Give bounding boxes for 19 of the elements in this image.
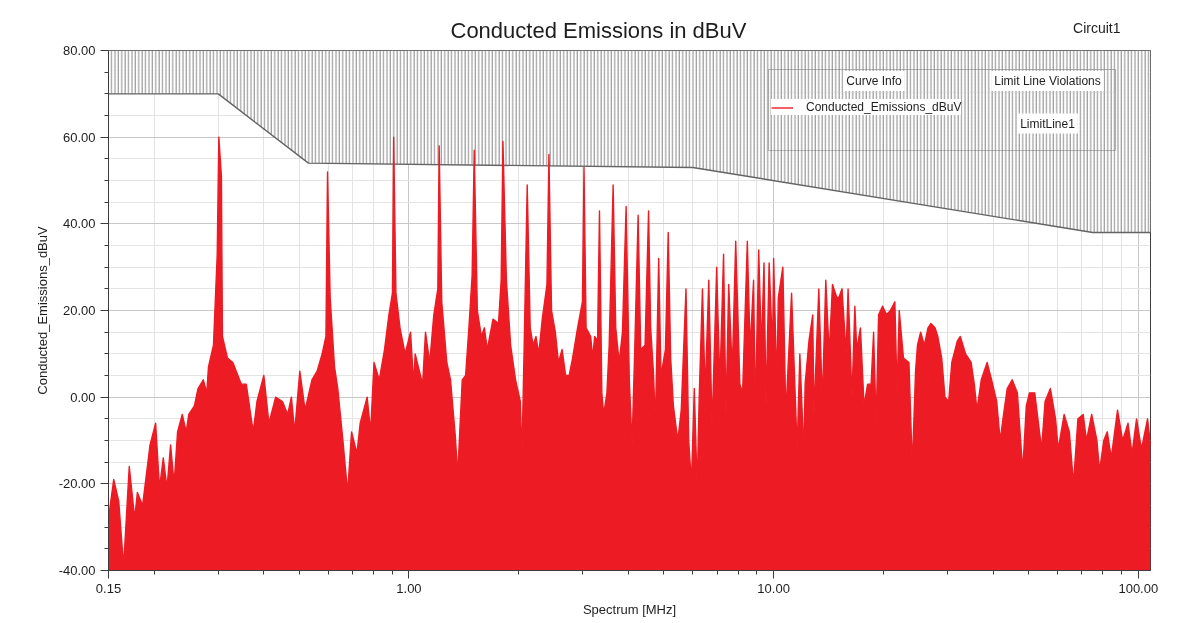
y-tick-label: -20.00 [58, 476, 96, 492]
y-tick-label: 20.00 [62, 303, 96, 318]
y-tick-label: 0.00 [70, 389, 96, 405]
y-tick-label: 60.00 [62, 129, 96, 145]
x-tick-label: 0.15 [95, 580, 122, 596]
x-axis-title: Spectrum [MHz] [582, 601, 677, 617]
text: Circuit1 [1073, 20, 1121, 36]
x-tick-label: 1.00 [396, 580, 422, 596]
legend-label: Conducted_Emissions_dBuV [806, 99, 962, 115]
y-tick-label: -40.00 [58, 563, 96, 578]
chart-title: Conducted Emissions in dBuV [450, 17, 747, 43]
x-tick-label: 100.00 [1118, 580, 1159, 596]
x-tick-label: 10.00 [757, 580, 790, 596]
y-tick-label: 80.00 [62, 43, 96, 58]
annotation: LimitLine1 [1020, 116, 1076, 131]
legend-title: Curve Info [846, 74, 903, 88]
annotation: Limit Line Violations [994, 74, 1101, 88]
y-axis-title: Conducted_Emissions_dBuV [34, 225, 50, 395]
y-tick-label: 40.00 [62, 216, 96, 232]
